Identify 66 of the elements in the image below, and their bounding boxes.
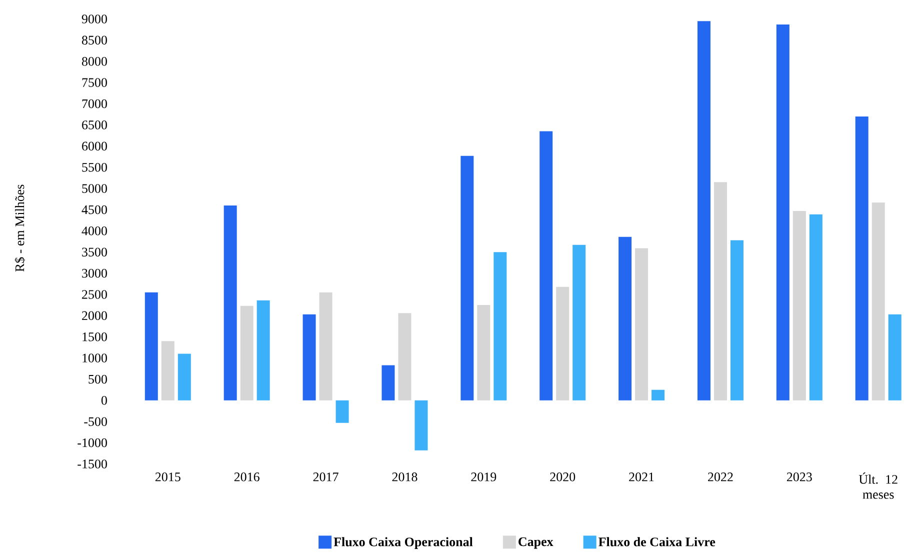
x-tick-label: 2018 — [392, 472, 418, 482]
bar — [730, 240, 744, 400]
x-tick-label: Últ. 12 meses — [858, 472, 898, 499]
bar — [161, 341, 174, 400]
legend-label: Capex — [518, 537, 554, 549]
bar — [540, 131, 553, 400]
bar — [224, 205, 237, 400]
x-tick-label: 2019 — [471, 472, 496, 482]
bar — [872, 202, 885, 400]
x-tick-label: 2020 — [550, 472, 576, 482]
bar — [460, 156, 474, 400]
bar — [635, 248, 648, 400]
bar — [556, 286, 570, 400]
bar — [256, 300, 270, 400]
x-tick-label: 2023 — [786, 472, 812, 482]
x-tick-label: 2022 — [708, 472, 733, 482]
bar — [888, 314, 902, 400]
y-tick-label: 3000 — [82, 268, 107, 278]
y-tick-label: 9000 — [82, 14, 107, 24]
y-tick-label: 3500 — [82, 248, 107, 256]
y-tick-label: 8000 — [82, 56, 107, 66]
bar — [776, 24, 790, 400]
y-tick-label: 1000 — [82, 354, 107, 362]
x-tick-label: 2016 — [234, 472, 260, 482]
y-axis-title: R$ - em Milhões — [14, 184, 26, 272]
bar — [382, 365, 395, 400]
bar — [414, 400, 428, 450]
bar — [697, 21, 710, 400]
y-tick-label: 5000 — [82, 184, 107, 193]
y-tick-label: 4000 — [82, 226, 107, 236]
y-tick-label: 2500 — [82, 290, 107, 299]
bar — [319, 292, 332, 400]
y-tick-label: -500 — [84, 417, 107, 426]
y-tick-label: 6500 — [82, 120, 107, 130]
y-tick-label: 7500 — [82, 78, 107, 87]
y-tick-label: -1500 — [78, 460, 107, 468]
bar — [572, 244, 586, 400]
bar — [792, 210, 806, 400]
legend-label: Fluxo de Caixa Livre — [598, 537, 716, 546]
y-tick-label: 0 — [101, 396, 107, 405]
y-tick-label: 6000 — [82, 142, 107, 151]
legend-label: Fluxo Caixa Operacional — [334, 537, 473, 549]
bar — [652, 390, 665, 400]
bar — [494, 252, 507, 400]
y-tick-label: 1500 — [82, 332, 107, 342]
bar — [477, 305, 490, 400]
y-tick-label: 8500 — [82, 36, 107, 45]
y-tick-label: 500 — [88, 374, 107, 384]
bar — [178, 354, 191, 400]
bar — [240, 306, 254, 400]
x-tick-label: 2015 — [155, 472, 180, 482]
bar — [809, 214, 822, 400]
bar — [336, 400, 349, 423]
bar — [714, 182, 727, 400]
bar — [618, 236, 632, 400]
bar — [398, 313, 412, 400]
y-tick-label: 5500 — [82, 162, 107, 172]
x-tick-label: 2017 — [313, 472, 338, 482]
y-tick-label: 4500 — [82, 205, 107, 214]
bar — [144, 292, 158, 400]
bar — [855, 116, 868, 400]
y-tick-label: 7000 — [82, 99, 107, 108]
x-tick-label: 2021 — [629, 472, 654, 482]
y-tick-label: -1000 — [78, 438, 107, 448]
y-tick-label: 2000 — [82, 311, 107, 320]
bar — [302, 314, 316, 400]
